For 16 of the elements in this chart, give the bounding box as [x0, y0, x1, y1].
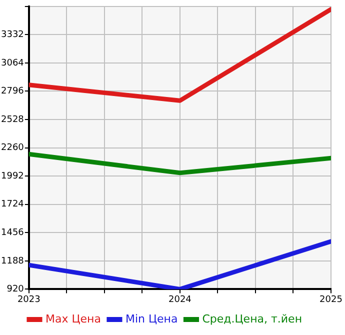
legend-label: Сред.Цена, т.йен: [202, 312, 302, 326]
x-tick-label: 2025: [320, 294, 342, 305]
y-tick-label: 2260: [1, 143, 24, 154]
y-tick-label: 1188: [1, 256, 24, 266]
y-tick-label: 1992: [1, 171, 24, 182]
legend-label: Min Цена: [125, 312, 178, 326]
y-tick-label: 2796: [1, 86, 24, 97]
legend-label: Max Цена: [45, 312, 101, 326]
y-tick-label: 1724: [1, 200, 24, 210]
y-tick-label: 1456: [1, 228, 24, 238]
y-tick-label: 920: [6, 284, 24, 295]
y-tick-label: 3064: [1, 58, 24, 68]
x-tick-label: 2023: [17, 294, 40, 305]
y-tick-label: 3332: [1, 30, 24, 40]
y-tick-label: 2528: [1, 114, 24, 125]
x-tick-label: 2024: [168, 294, 192, 305]
